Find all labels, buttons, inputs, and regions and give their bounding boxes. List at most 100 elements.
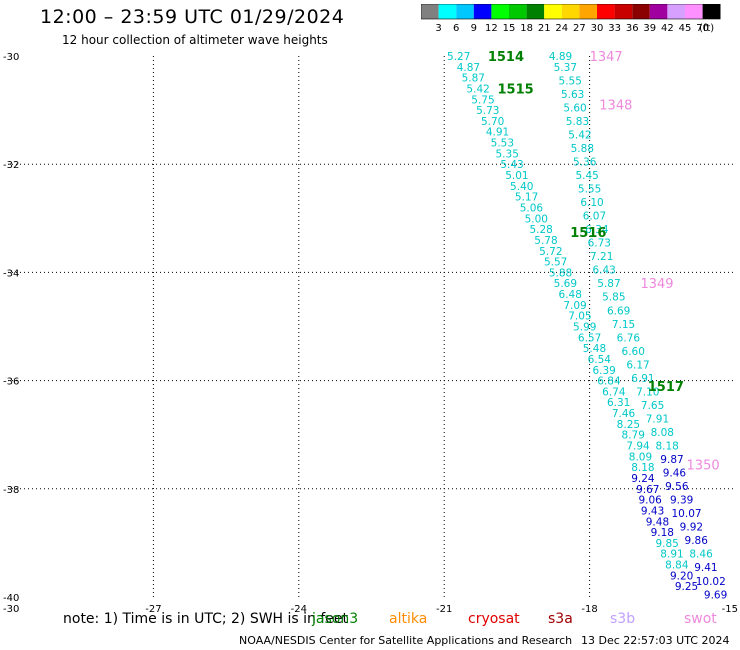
scale-swatch-2 (456, 4, 474, 19)
satellite-legend-swot: swot (684, 611, 717, 627)
scale-label-7: 24 (555, 23, 568, 34)
scale-label-5: 18 (520, 23, 533, 34)
y-tick-label: -38 (3, 485, 19, 496)
wave-height-label: 8.18 (655, 441, 678, 453)
wave-height-label: 5.73 (476, 105, 499, 117)
scale-label-1: 6 (453, 23, 459, 34)
scale-swatch-8 (561, 4, 580, 19)
wave-height-label: 5.45 (575, 170, 598, 182)
y-tick-label: -30 (3, 52, 19, 63)
pass-number-label-jason3: 1514 (488, 50, 524, 65)
wave-height-label: 9.25 (675, 581, 698, 593)
wave-height-label: 5.40 (510, 181, 533, 193)
scale-swatch-4 (491, 4, 509, 19)
y-tick-label: -36 (3, 377, 19, 388)
wave-height-label: 9.67 (636, 484, 659, 496)
wave-height-label: 5.00 (525, 213, 548, 225)
generated-timestamp: 13 Dec 22:57:03 UTC 2024 (581, 634, 730, 647)
scale-label-9: 30 (591, 23, 604, 34)
scale-swatch-11 (614, 4, 633, 19)
scale-label-14: 45 (679, 23, 692, 34)
wave-height-label: 6.39 (592, 365, 615, 377)
satellite-legend-s3b: s3b (610, 611, 636, 627)
wave-height-label: 5.99 (573, 322, 596, 334)
wave-height-label: 9.43 (641, 505, 664, 517)
wave-height-label: 6.60 (622, 346, 645, 358)
scale-swatch-15 (685, 4, 703, 19)
wave-height-label: 9.18 (651, 527, 674, 539)
scale-swatch-13 (649, 4, 668, 19)
scale-swatch-1 (438, 4, 457, 19)
wave-height-label: 5.06 (520, 202, 544, 214)
scale-swatch-14 (667, 4, 685, 19)
wave-height-label: 5.55 (559, 75, 582, 87)
wave-height-label: 5.43 (500, 159, 523, 171)
wave-height-label: 10.07 (672, 508, 702, 520)
wave-height-label: 9.46 (663, 468, 687, 480)
wave-height-label: 4.87 (457, 62, 480, 74)
wave-height-label: 6.69 (607, 305, 630, 317)
x-tick-label: -30 (3, 604, 19, 615)
wave-height-label: 6.43 (592, 265, 615, 277)
wave-height-label: 4.91 (486, 127, 509, 139)
wave-height-label: 9.06 (638, 495, 662, 507)
wave-height-label: 5.75 (471, 94, 494, 106)
wave-height-label: 9.86 (685, 535, 709, 547)
y-tick-label: -34 (3, 268, 19, 279)
chart-subtitle: 12 hour collection of altimeter wave hei… (62, 33, 328, 47)
pass-number-label-jason3: 1515 (498, 82, 534, 97)
wave-height-label: 5.88 (549, 267, 572, 279)
wave-height-label: 5.48 (583, 343, 606, 355)
pass-number-label-swot: 1350 (687, 458, 720, 473)
wave-height-label: 5.35 (496, 148, 519, 160)
pass-number-label-swot: 1349 (640, 277, 673, 292)
credit-line: NOAA/NESDIS Center for Satellite Applica… (239, 634, 573, 647)
color-scale-legend: 3 6 9 12 15 18 21 24 27 30 33 36 39 42 45 70(ft) (421, 4, 721, 34)
wave-height-label: 6.57 (578, 332, 601, 344)
wave-height-label: 6.17 (626, 359, 649, 371)
scale-swatch-7 (544, 4, 562, 19)
x-tick-label: -18 (581, 604, 597, 615)
scale-label-8: 27 (573, 23, 586, 34)
scale-swatch-10 (597, 4, 615, 19)
wave-height-label: 6.10 (580, 197, 603, 209)
wave-height-label: 5.85 (602, 292, 625, 304)
scale-label-0: 3 (435, 23, 441, 34)
scale-label-3: 12 (485, 23, 498, 34)
wave-height-label: 5.72 (539, 246, 562, 258)
wave-height-label: 5.27 (447, 51, 470, 63)
wave-height-label: 5.60 (563, 102, 586, 114)
scale-swatch-0 (421, 4, 439, 19)
wave-height-label: 9.39 (670, 495, 693, 507)
wave-height-label: 5.87 (597, 278, 620, 290)
wave-height-label: 5.42 (568, 129, 591, 141)
chart-title: 12:00 – 23:59 UTC 01/29/2024 (40, 6, 345, 28)
wave-height-label: 8.79 (622, 430, 645, 442)
scale-label-13: 42 (661, 23, 674, 34)
y-tick-label: -40 (3, 593, 19, 604)
wave-height-label: 8.84 (665, 560, 689, 572)
wave-height-label: 9.87 (660, 454, 683, 466)
wave-height-label: 5.78 (534, 235, 557, 247)
wave-height-label: 6.74 (602, 386, 626, 398)
wave-height-label: 7.65 (641, 400, 664, 412)
wave-height-label: 5.70 (481, 116, 504, 128)
scale-label-12: 39 (643, 23, 656, 34)
wave-height-label: 5.53 (491, 138, 514, 150)
wave-height-label: 7.91 (646, 413, 669, 425)
scale-swatch-16 (702, 4, 721, 19)
scale-swatch-9 (579, 4, 597, 19)
x-tick-label: -21 (436, 604, 452, 615)
wave-height-label: 6.48 (559, 289, 582, 301)
pass-number-label-jason3: 1516 (570, 226, 606, 241)
pass-number-label-swot: 1347 (590, 50, 623, 65)
wave-height-label: 9.85 (655, 538, 678, 550)
wave-height-label: 7.94 (626, 441, 650, 453)
wave-height-label: 5.55 (578, 184, 601, 196)
scale-label-2: 9 (471, 23, 477, 34)
scale-swatch-3 (473, 4, 492, 19)
wave-height-label: 4.89 (549, 51, 572, 63)
pass-number-label-jason3: 1517 (648, 380, 684, 395)
wave-height-label: 7.21 (590, 251, 613, 263)
